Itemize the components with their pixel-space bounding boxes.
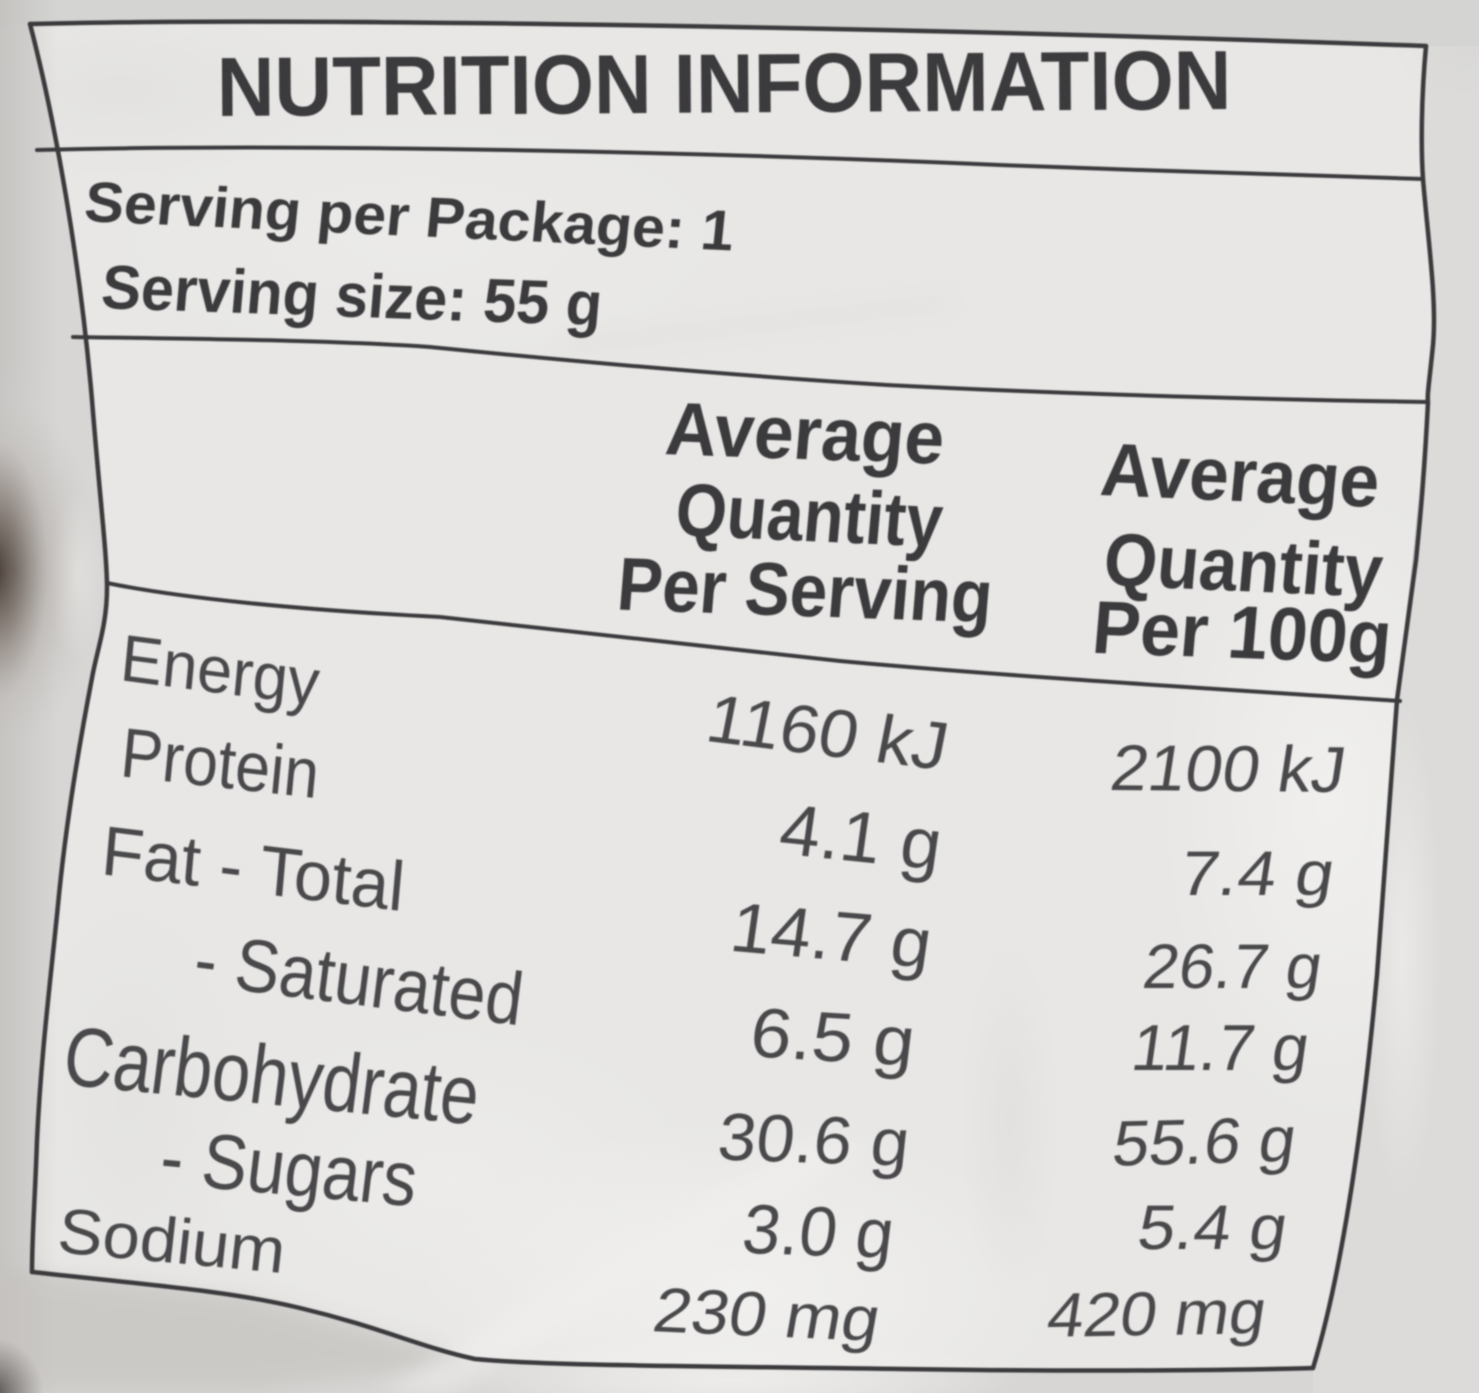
svg-text:4.1 g: 4.1 g	[775, 789, 947, 886]
svg-text:30.6 g: 30.6 g	[714, 1099, 913, 1180]
svg-text:11.7 g: 11.7 g	[1127, 1011, 1314, 1083]
svg-text:5.4 g: 5.4 g	[1133, 1192, 1292, 1262]
svg-text:Quantity: Quantity	[1100, 518, 1386, 613]
svg-text:3.0 g: 3.0 g	[738, 1189, 898, 1273]
svg-text:55.6 g: 55.6 g	[1108, 1103, 1300, 1180]
svg-text:Average: Average	[1097, 428, 1383, 524]
svg-text:14.7 g: 14.7 g	[726, 889, 937, 984]
svg-text:Average: Average	[662, 387, 947, 481]
svg-text:230 mg: 230 mg	[648, 1275, 886, 1354]
svg-text:7.4 g: 7.4 g	[1175, 839, 1339, 909]
svg-text:6.5 g: 6.5 g	[746, 994, 919, 1081]
svg-text:NUTRITION INFORMATION: NUTRITION INFORMATION	[216, 34, 1231, 134]
svg-text:26.7 g: 26.7 g	[1139, 931, 1327, 1002]
svg-text:2100 kJ: 2100 kJ	[1106, 732, 1351, 807]
svg-text:Quantity: Quantity	[672, 467, 946, 562]
svg-text:Per 100g: Per 100g	[1089, 586, 1395, 680]
svg-text:Per Serving: Per Serving	[614, 542, 996, 639]
svg-text:420 mg: 420 mg	[1043, 1277, 1271, 1351]
